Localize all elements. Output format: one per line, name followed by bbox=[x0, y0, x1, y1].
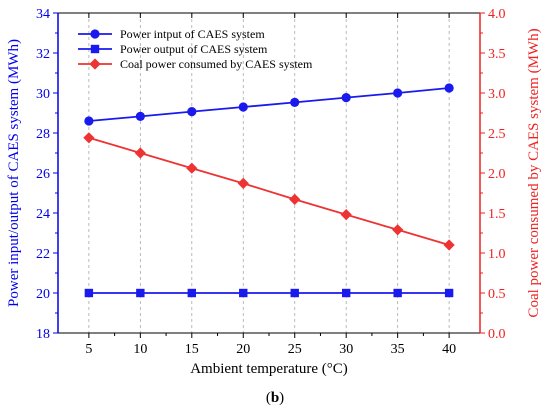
series-1-point bbox=[290, 288, 299, 298]
legend-marker-1 bbox=[90, 44, 100, 54]
axis-layer: 5 10 15 20 25 30 35 40 18 20 22 24 26 28 30 32 34 0.0 0.5 1… bbox=[36, 7, 506, 357]
series-1-point bbox=[341, 288, 351, 298]
y-right-tick-label: 2.5 bbox=[488, 127, 506, 142]
series-1-point bbox=[239, 288, 248, 298]
y-left-tick-label: 20 bbox=[36, 287, 50, 302]
x-axis-title: Ambient temperature (°C) bbox=[190, 361, 348, 377]
legend-marker-2 bbox=[89, 58, 101, 70]
y-right-tick-label: 1.5 bbox=[488, 207, 506, 222]
x-tick-label: 5 bbox=[85, 342, 92, 357]
y-left-tick-label: 28 bbox=[36, 127, 50, 142]
x-tick-label: 15 bbox=[185, 342, 199, 357]
y-right-tick-label: 3.0 bbox=[488, 87, 506, 102]
y-right-tick-label: 4.0 bbox=[488, 7, 506, 22]
series-2-point bbox=[134, 147, 146, 159]
x-tick-label: 35 bbox=[391, 342, 405, 357]
y-left-tick-label: 22 bbox=[36, 247, 50, 262]
legend-marker-0 bbox=[90, 29, 100, 39]
series-layer bbox=[83, 83, 455, 298]
series-2-point bbox=[289, 193, 301, 205]
caption-close: ) bbox=[279, 390, 285, 406]
series-2-point bbox=[443, 239, 455, 251]
y-right-tick-label: 2.0 bbox=[488, 167, 506, 182]
y-right-tick-label: 0.5 bbox=[488, 287, 506, 302]
caption-open: ( bbox=[265, 390, 271, 406]
series-line-2 bbox=[88, 136, 450, 246]
series-1-point bbox=[444, 288, 454, 298]
series-2-point bbox=[392, 224, 404, 236]
x-tick-label: 10 bbox=[133, 342, 147, 357]
legend-label-2: Coal power consumed by CAES system bbox=[120, 57, 313, 71]
x-tick-label: 25 bbox=[288, 342, 302, 357]
series-0-point bbox=[444, 83, 454, 93]
y-right-tick-label: 3.5 bbox=[488, 47, 506, 62]
grid-layer bbox=[88, 13, 450, 333]
series-0-point bbox=[341, 93, 351, 103]
y-right-tick-label: 0.0 bbox=[488, 327, 506, 342]
y-left-tick-label: 24 bbox=[36, 207, 50, 222]
y-axis-left-title: Power input/output of CAES system (MWh) bbox=[6, 39, 22, 307]
series-0-point bbox=[187, 107, 197, 117]
series-2-point bbox=[340, 209, 352, 221]
series-1-point bbox=[136, 288, 145, 298]
x-tick-label: 30 bbox=[339, 342, 353, 357]
caption-letter: b bbox=[270, 390, 280, 406]
legend-label-0: Power intput of CAES system bbox=[120, 27, 265, 41]
y-left-tick-label: 30 bbox=[36, 87, 50, 102]
x-tick-label: 40 bbox=[442, 342, 456, 357]
y-right-tick-label: 1.0 bbox=[488, 247, 506, 262]
series-2-point bbox=[83, 132, 95, 144]
series-2-point bbox=[186, 162, 198, 174]
y-left-tick-label: 32 bbox=[36, 47, 50, 62]
y-left-tick-label: 18 bbox=[36, 327, 50, 342]
series-2-point bbox=[237, 177, 249, 189]
series-0-point bbox=[290, 97, 300, 107]
y-left-tick-label: 34 bbox=[36, 7, 50, 22]
y-axis-right-title: Coal power consumed by CAES system (MWh) bbox=[526, 28, 542, 317]
series-1-point bbox=[187, 288, 197, 298]
series-1-point bbox=[393, 288, 402, 298]
series-line-0 bbox=[88, 87, 450, 122]
figure-caption: (b) bbox=[0, 390, 550, 407]
legend-label-1: Power output of CAES system bbox=[120, 42, 268, 56]
x-tick-label: 20 bbox=[236, 342, 250, 357]
series-0-point bbox=[84, 116, 94, 126]
y-left-tick-label: 26 bbox=[36, 167, 50, 182]
series-0-point bbox=[238, 102, 248, 112]
series-1-point bbox=[84, 288, 94, 298]
series-0-point bbox=[135, 111, 145, 121]
series-0-point bbox=[393, 88, 403, 98]
